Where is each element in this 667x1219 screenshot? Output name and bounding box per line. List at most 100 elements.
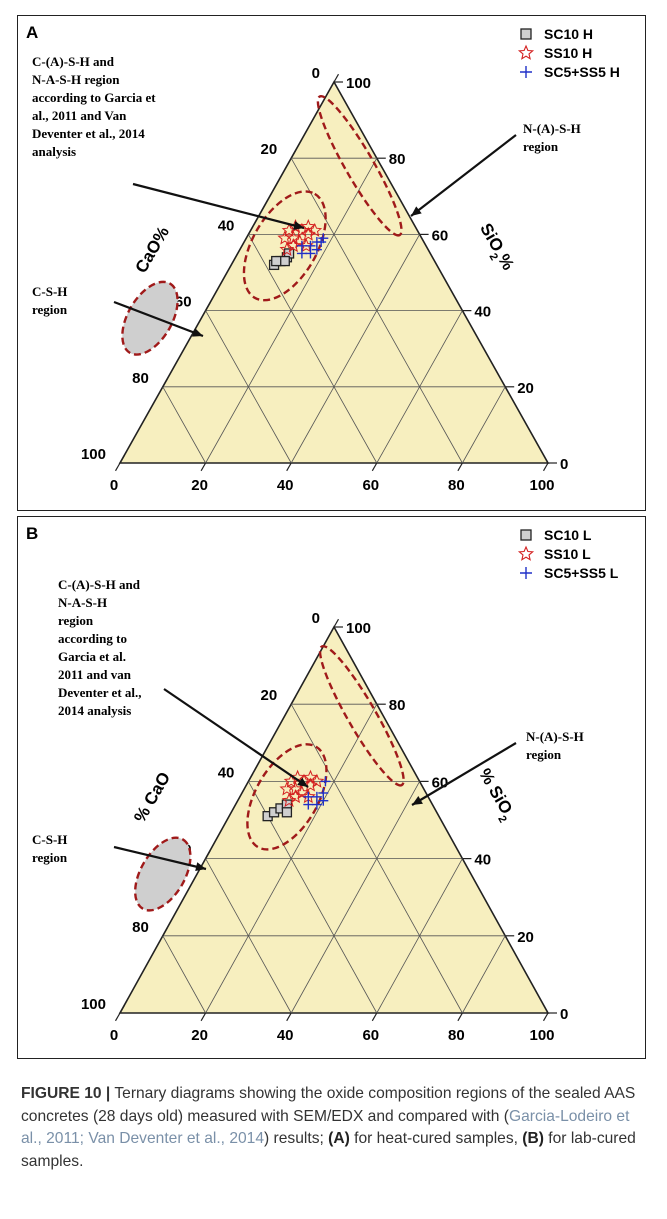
left-tick-label: 80 xyxy=(132,919,149,936)
annotation-arrow-line xyxy=(113,300,204,338)
bottom-tick-mark xyxy=(457,1012,463,1022)
bottom-tick-label: 80 xyxy=(448,1027,465,1044)
ternary-chart-a: A020406080100020406080100020406080100Al2… xyxy=(26,23,620,510)
left-tick-label: 0 xyxy=(312,65,320,82)
legend-label: SS10 H xyxy=(544,45,592,61)
data-point-square xyxy=(279,255,290,267)
legend-marker-star xyxy=(517,44,535,60)
right-axis-label: % SiO2 xyxy=(471,765,519,825)
region-label: C-S-H region xyxy=(32,832,68,865)
bottom-tick-label: 40 xyxy=(277,477,294,494)
panel-b: B020406080100020406080100020406080100% A… xyxy=(17,516,646,1059)
bottom-tick-label: 100 xyxy=(529,1027,554,1044)
region-n-a-s-h xyxy=(318,644,405,787)
data-point-star xyxy=(303,769,318,784)
data-point-plus xyxy=(320,776,331,787)
data-point-star xyxy=(309,773,325,788)
grid-line-cao xyxy=(205,858,292,1014)
annotation-arrow-line xyxy=(411,742,517,806)
annotation-arrow-line xyxy=(113,845,207,871)
region-label: C-S-H region xyxy=(32,284,68,317)
legend-label: SC5+SS5 H xyxy=(544,64,620,80)
data-point-star xyxy=(281,792,297,808)
annotation-arrow-line xyxy=(163,688,309,788)
left-tick-mark xyxy=(205,850,211,859)
annotation-arrow-line xyxy=(410,134,517,217)
bottom-tick-label: 0 xyxy=(110,477,118,494)
grid-line-al2o3 xyxy=(462,386,506,464)
left-tick-label: 40 xyxy=(218,217,235,234)
legend-label: SC5+SS5 L xyxy=(544,565,619,581)
bottom-tick-label: 20 xyxy=(191,1027,208,1044)
left-tick-mark xyxy=(162,378,168,388)
legend-marker-square xyxy=(520,28,532,40)
bottom-tick-mark xyxy=(200,1012,207,1022)
grid-line-cao xyxy=(162,935,206,1014)
right-tick-label: 100 xyxy=(346,75,371,92)
bottom-tick-mark xyxy=(286,1012,292,1022)
left-tick-mark xyxy=(333,73,340,83)
panel-letter: A xyxy=(26,23,38,42)
ternary-triangle xyxy=(118,625,550,1014)
panel-a: A020406080100020406080100020406080100Al2… xyxy=(17,15,646,511)
caption-figure-label: FIGURE 10 | xyxy=(21,1085,111,1102)
region-label: N-(A)-S-H region xyxy=(526,729,584,762)
region-c-a-s-h xyxy=(242,190,327,302)
right-tick-label: 0 xyxy=(560,456,568,473)
bottom-tick-mark xyxy=(200,462,207,472)
annotation-arrow-line xyxy=(132,182,305,230)
data-point-plus xyxy=(305,248,316,259)
bottom-tick-mark xyxy=(371,462,378,472)
bottom-tick-mark xyxy=(114,1012,121,1022)
data-point-star xyxy=(285,237,301,253)
data-point-star xyxy=(300,226,316,241)
caption-text-2: ) results; xyxy=(264,1130,329,1147)
data-point-square xyxy=(271,255,282,267)
grid-line-cao xyxy=(205,310,292,464)
left-tick-mark xyxy=(333,618,340,628)
data-point-plus xyxy=(303,799,314,810)
left-tick-label: 100 xyxy=(81,446,106,463)
left-tick-mark xyxy=(247,773,254,782)
left-tick-mark xyxy=(162,927,168,937)
bottom-tick-mark xyxy=(286,462,292,472)
data-point-star xyxy=(307,222,323,237)
legend-label: SC10 H xyxy=(544,26,593,42)
right-tick-label: 20 xyxy=(517,380,534,397)
left-tick-mark xyxy=(119,1004,126,1014)
left-axis-label: % CaO xyxy=(130,769,174,826)
right-tick-label: 0 xyxy=(560,1006,568,1023)
grid-line-cao xyxy=(162,386,206,464)
data-point-star xyxy=(288,788,303,804)
right-tick-label: 100 xyxy=(346,620,371,637)
left-tick-label: 20 xyxy=(261,687,278,704)
bottom-tick-label: 60 xyxy=(362,477,379,494)
panel-letter: B xyxy=(26,524,38,543)
right-tick-label: 60 xyxy=(432,227,449,244)
figure-caption: FIGURE 10 | Ternary diagrams showing the… xyxy=(21,1083,651,1173)
data-point-plus xyxy=(311,244,322,255)
left-tick-label: 60 xyxy=(175,294,192,311)
left-tick-label: 100 xyxy=(81,996,106,1013)
bottom-tick-label: 20 xyxy=(191,477,208,494)
left-tick-label: 20 xyxy=(261,141,278,158)
left-tick-mark xyxy=(290,696,297,705)
caption-b-label: (B) xyxy=(522,1130,544,1147)
bottom-tick-label: 80 xyxy=(448,477,465,494)
bottom-tick-mark xyxy=(114,462,121,472)
bottom-tick-label: 0 xyxy=(110,1027,118,1044)
legend-marker-plus xyxy=(520,567,532,579)
annotation-arrow-head xyxy=(411,206,422,216)
region-c-a-s-h xyxy=(246,743,328,851)
left-tick-label: 80 xyxy=(132,370,149,387)
caption-references[interactable]: Garcia-Lodeiro et al., 2011; Van Devente… xyxy=(21,1107,630,1148)
annotation-arrow-head xyxy=(192,328,203,337)
bottom-tick-label: 100 xyxy=(529,477,554,494)
region-label: C-(A)-S-H and N-A-S-H region according to Ga… xyxy=(58,577,142,718)
grid-line-al2o3 xyxy=(462,935,506,1014)
region-label: C-(A)-S-H and N-A-S-H region according to … xyxy=(32,54,156,159)
bottom-tick-mark xyxy=(457,462,463,472)
right-tick-label: 60 xyxy=(432,774,449,791)
caption-text-4: for lab-cured samples. xyxy=(21,1130,636,1170)
legend-marker-square xyxy=(520,529,532,541)
